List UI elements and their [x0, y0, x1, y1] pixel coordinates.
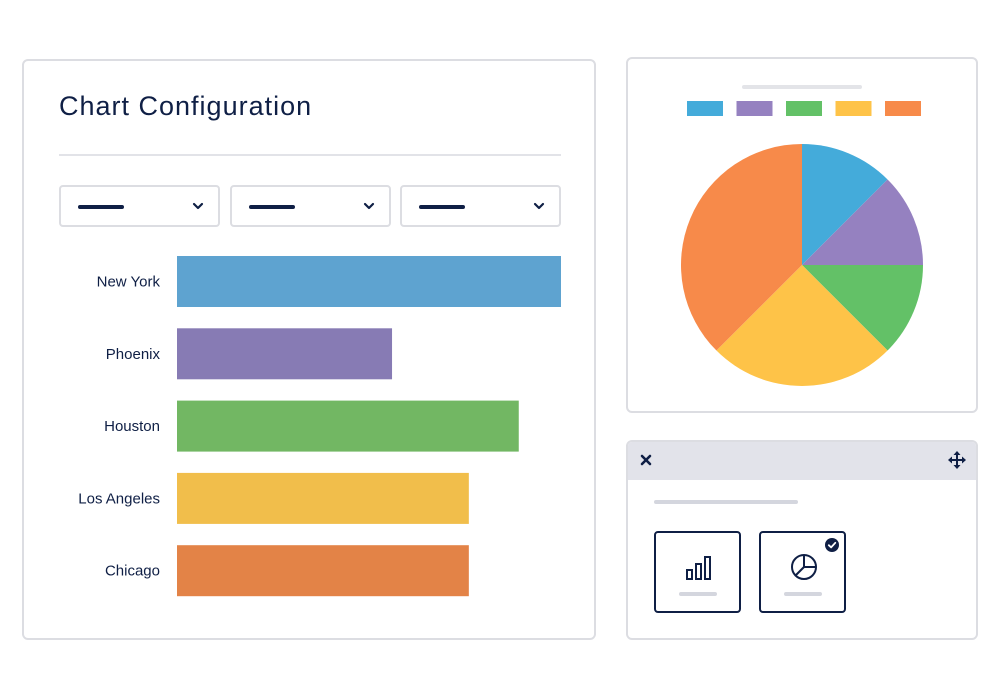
panel-title: Chart Configuration [59, 91, 313, 121]
title-divider [59, 154, 561, 156]
pie-slice [681, 144, 802, 351]
legend-swatch [885, 101, 921, 116]
bar-chicago [177, 545, 469, 597]
pie-chart-option[interactable] [759, 531, 846, 613]
chart-type-label-placeholder [654, 500, 798, 504]
category-label: Phoenix [106, 346, 161, 363]
dropdown-2-placeholder [249, 205, 295, 209]
chart-configuration-panel: Chart Configuration New York Phoenix Houst… [22, 59, 596, 640]
category-label: Los Angeles [78, 490, 160, 507]
pie-chart [681, 101, 923, 386]
dropdown-1[interactable] [59, 185, 220, 227]
category-label: New York [97, 274, 161, 291]
bar-chart-option-label [679, 592, 717, 596]
chevron-down-icon [192, 202, 204, 210]
pie-slice [802, 179, 923, 265]
chart-type-panel [626, 440, 978, 640]
legend-swatch [736, 101, 773, 116]
chevron-down-icon [363, 202, 375, 210]
dropdown-2[interactable] [230, 185, 391, 227]
pie-chart-panel [626, 57, 978, 413]
chart-type-header [628, 442, 976, 480]
pie-slice [716, 265, 888, 386]
move-icon[interactable] [948, 451, 966, 469]
category-label: Houston [104, 418, 160, 435]
close-icon[interactable] [638, 452, 654, 468]
checkmark-icon [825, 538, 839, 552]
legend-swatch [687, 101, 723, 116]
legend-swatch [835, 101, 872, 116]
bar-chart-option[interactable] [654, 531, 741, 613]
category-label: Chicago [105, 563, 160, 580]
bar-chart-icon [686, 556, 711, 580]
pie-slice [802, 144, 888, 265]
dropdown-3-placeholder [419, 205, 465, 209]
chevron-down-icon [533, 202, 545, 210]
pie-slice [802, 265, 923, 351]
bar-los-angeles [177, 472, 469, 524]
dropdown-3[interactable] [400, 185, 561, 227]
pie-chart-icon [791, 554, 817, 580]
pie-chart-option-label [784, 592, 822, 596]
pie-title-placeholder [742, 85, 862, 89]
bar-chart: New York Phoenix Houston Los Angeles Chicago [78, 256, 561, 597]
legend-swatch [786, 101, 822, 116]
bar-houston [177, 400, 519, 452]
dropdown-1-placeholder [78, 205, 124, 209]
bar-new-york [177, 256, 561, 307]
bar-phoenix [177, 328, 393, 380]
